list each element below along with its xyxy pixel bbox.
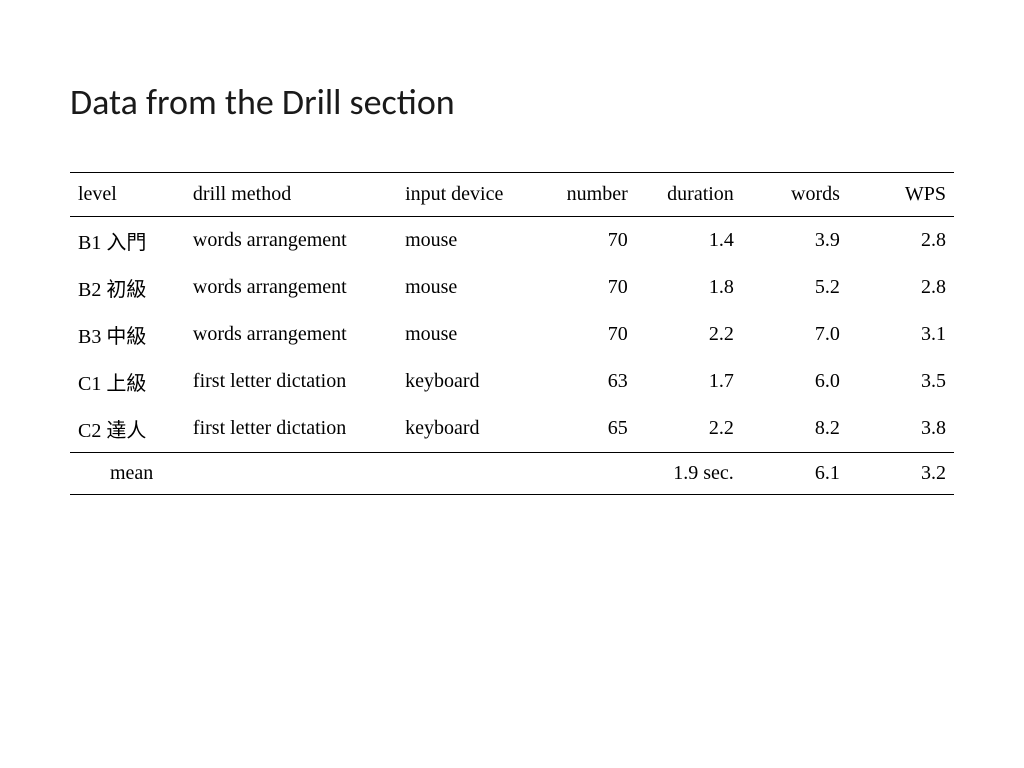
cell-duration: 1.7 <box>636 358 742 405</box>
table-header-row: level drill method input device number d… <box>70 173 954 217</box>
col-header-duration: duration <box>636 173 742 217</box>
cell-device: mouse <box>397 264 530 311</box>
col-header-wps: WPS <box>848 173 954 217</box>
footer-duration: 1.9 sec. <box>636 453 742 495</box>
cell-level: C2 達人 <box>70 405 185 453</box>
cell-wps: 2.8 <box>848 264 954 311</box>
footer-empty <box>530 453 636 495</box>
table-row: B3 中級 words arrangement mouse 70 2.2 7.0… <box>70 311 954 358</box>
col-header-number: number <box>530 173 636 217</box>
cell-duration: 1.8 <box>636 264 742 311</box>
cell-number: 70 <box>530 264 636 311</box>
cell-level: B2 初級 <box>70 264 185 311</box>
footer-mean-label: mean <box>70 453 185 495</box>
cell-duration: 2.2 <box>636 311 742 358</box>
col-header-words: words <box>742 173 848 217</box>
cell-wps: 3.8 <box>848 405 954 453</box>
table-footer-row: mean 1.9 sec. 6.1 3.2 <box>70 453 954 495</box>
cell-duration: 2.2 <box>636 405 742 453</box>
cell-level: B3 中級 <box>70 311 185 358</box>
footer-words: 6.1 <box>742 453 848 495</box>
cell-method: words arrangement <box>185 264 397 311</box>
cell-level: B1 入門 <box>70 217 185 265</box>
table-row: C1 上級 first letter dictation keyboard 63… <box>70 358 954 405</box>
cell-level: C1 上級 <box>70 358 185 405</box>
cell-number: 70 <box>530 217 636 265</box>
page-title: Data from the Drill section <box>70 80 954 124</box>
cell-words: 7.0 <box>742 311 848 358</box>
drill-data-table: level drill method input device number d… <box>70 172 954 495</box>
cell-wps: 3.1 <box>848 311 954 358</box>
cell-words: 8.2 <box>742 405 848 453</box>
footer-wps: 3.2 <box>848 453 954 495</box>
cell-duration: 1.4 <box>636 217 742 265</box>
cell-words: 6.0 <box>742 358 848 405</box>
col-header-method: drill method <box>185 173 397 217</box>
cell-device: keyboard <box>397 405 530 453</box>
table-row: B1 入門 words arrangement mouse 70 1.4 3.9… <box>70 217 954 265</box>
cell-device: keyboard <box>397 358 530 405</box>
cell-device: mouse <box>397 217 530 265</box>
footer-empty <box>185 453 397 495</box>
col-header-level: level <box>70 173 185 217</box>
cell-wps: 2.8 <box>848 217 954 265</box>
cell-method: first letter dictation <box>185 405 397 453</box>
cell-number: 65 <box>530 405 636 453</box>
cell-wps: 3.5 <box>848 358 954 405</box>
col-header-device: input device <box>397 173 530 217</box>
cell-number: 63 <box>530 358 636 405</box>
table-row: C2 達人 first letter dictation keyboard 65… <box>70 405 954 453</box>
cell-method: words arrangement <box>185 217 397 265</box>
cell-words: 3.9 <box>742 217 848 265</box>
cell-number: 70 <box>530 311 636 358</box>
cell-device: mouse <box>397 311 530 358</box>
cell-method: first letter dictation <box>185 358 397 405</box>
cell-method: words arrangement <box>185 311 397 358</box>
footer-empty <box>397 453 530 495</box>
table-body: B1 入門 words arrangement mouse 70 1.4 3.9… <box>70 217 954 453</box>
cell-words: 5.2 <box>742 264 848 311</box>
table-row: B2 初級 words arrangement mouse 70 1.8 5.2… <box>70 264 954 311</box>
